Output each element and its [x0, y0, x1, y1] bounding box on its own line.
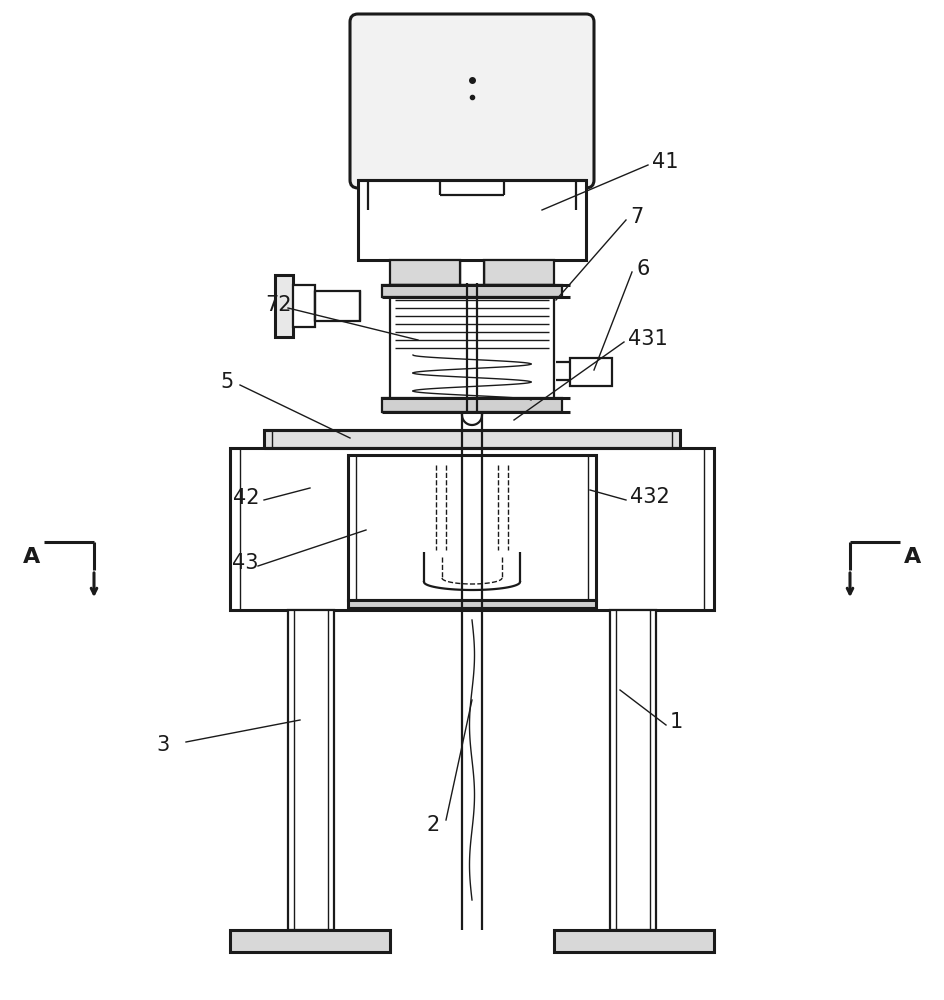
Bar: [358, 180, 586, 260]
Text: 72: 72: [265, 295, 292, 315]
Bar: [554, 930, 714, 952]
Bar: [230, 448, 714, 610]
Bar: [264, 430, 680, 448]
Bar: [382, 285, 562, 297]
Text: A: A: [23, 547, 40, 567]
Text: 6: 6: [636, 259, 649, 279]
Bar: [348, 600, 596, 608]
Bar: [610, 610, 656, 930]
Bar: [275, 275, 293, 337]
Bar: [230, 930, 390, 952]
Bar: [484, 260, 554, 285]
Text: 432: 432: [630, 487, 669, 507]
Text: 431: 431: [628, 329, 667, 349]
Bar: [288, 610, 334, 930]
Text: 42: 42: [233, 488, 260, 508]
Text: 5: 5: [220, 372, 233, 392]
Text: 41: 41: [652, 152, 679, 172]
Bar: [315, 291, 360, 321]
Text: 43: 43: [232, 553, 259, 573]
Text: 1: 1: [670, 712, 683, 732]
Text: 3: 3: [157, 735, 170, 755]
Text: 7: 7: [630, 207, 643, 227]
Bar: [390, 285, 554, 410]
Bar: [382, 398, 562, 412]
Bar: [390, 260, 460, 285]
Text: 2: 2: [427, 815, 440, 835]
Text: A: A: [904, 547, 921, 567]
Bar: [293, 285, 315, 327]
FancyBboxPatch shape: [350, 14, 594, 188]
Bar: [570, 358, 612, 386]
Bar: [348, 455, 596, 600]
